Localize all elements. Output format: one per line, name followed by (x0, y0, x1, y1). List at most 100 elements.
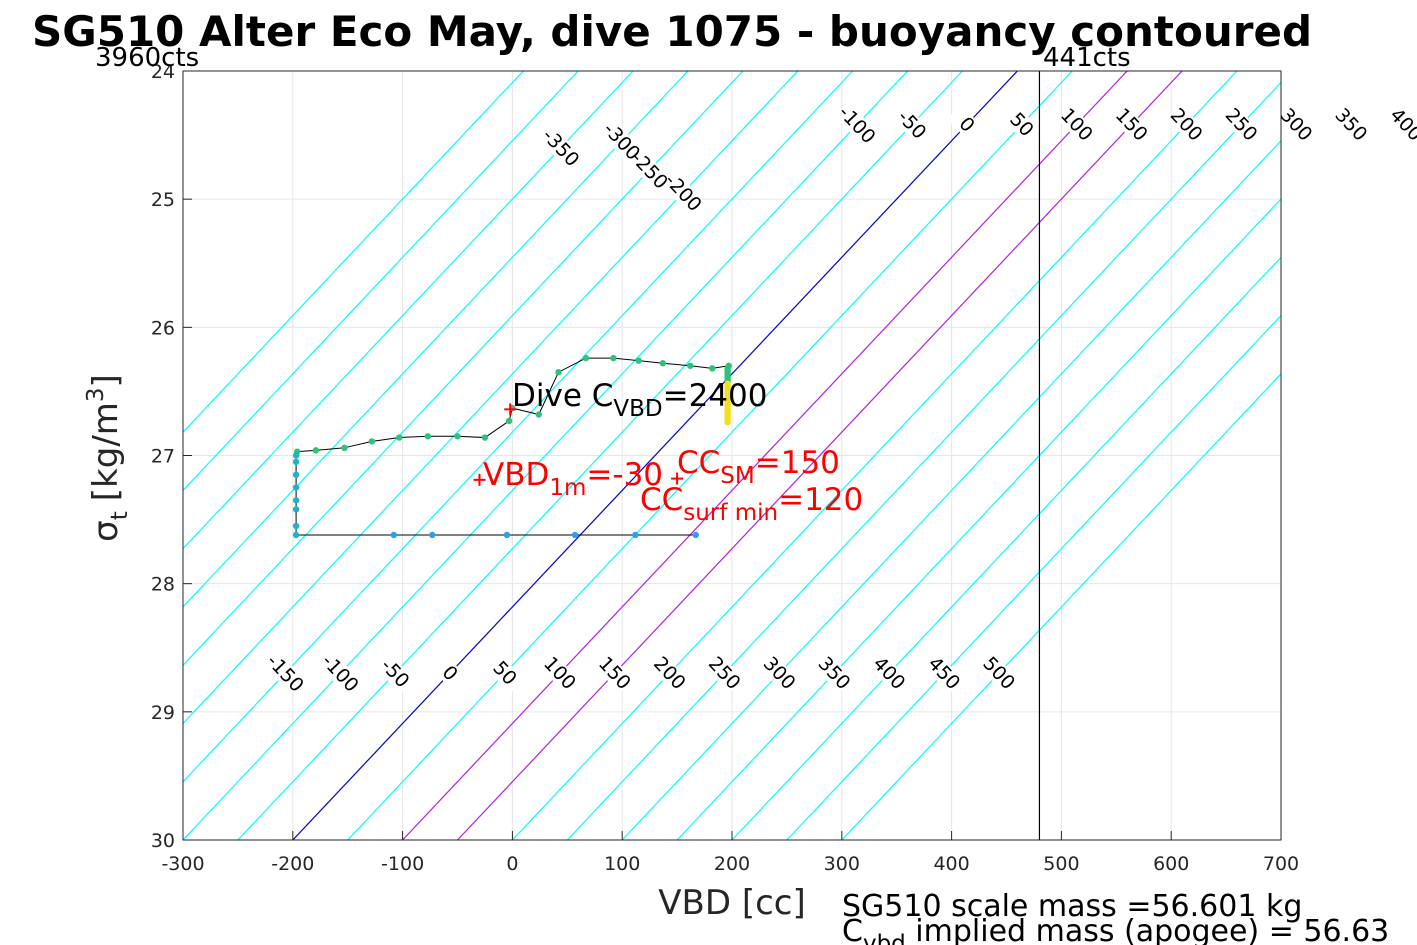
track-point (659, 360, 667, 367)
contour-line (841, 372, 1281, 840)
y-axis-label-unit: [kg/m (86, 402, 126, 501)
track-point (632, 531, 639, 539)
contour-line (183, 71, 854, 783)
contour-line (347, 71, 1073, 840)
y-axis-ticks: 24 25 26 27 28 29 30 (151, 61, 192, 852)
cc-surf-text: CC (640, 482, 683, 518)
track-point (582, 354, 590, 362)
track-point (312, 447, 320, 454)
x-tick-label: 300 (824, 853, 860, 875)
y-tick-label: 27 (151, 446, 175, 468)
implied-mass-sub: vbd (863, 931, 906, 945)
x-tick-label: -100 (381, 853, 424, 875)
plot-area: -350 -300-250-200-100 -50 0 50 100 150 200 250 30… (182, 70, 1417, 841)
contour-line (621, 139, 1281, 840)
contour-line (183, 71, 908, 840)
contour-line (183, 71, 744, 667)
implied-mass-text: Cvbd implied mass (apogee) = 56.63 (842, 914, 1389, 945)
dive-cvbd-value: =2400 (663, 378, 768, 414)
apogee-point (724, 418, 731, 426)
contour-label-bg (704, 653, 744, 694)
contour-label-bg (430, 653, 470, 694)
chart-title: SG510 Alter Eco May, dive 1075 - buoyanc… (32, 7, 1312, 56)
cc-surf-sub: surf min (683, 500, 778, 526)
x-tick-label: 700 (1263, 853, 1299, 875)
vbd-1m-annotation: VBD1m=-30 (483, 457, 663, 501)
contour-label-bg (869, 653, 909, 694)
contour-label-bg (265, 653, 305, 694)
contour-label-bg (375, 653, 415, 694)
track-point (454, 433, 461, 440)
y-tick-label: 26 (151, 317, 175, 339)
cc-surf-value: =120 (778, 482, 863, 518)
vbd-1m-sub: 1m (549, 475, 586, 501)
track-point (424, 433, 432, 440)
contour-lines (183, 71, 1281, 840)
track-point (292, 452, 300, 459)
track-point (503, 531, 511, 539)
y-axis-label-sigma: σ (86, 520, 126, 542)
scale-mass-text: SG510 scale mass =56.601 kg (842, 889, 1302, 924)
track-point (692, 531, 699, 539)
contour-label-bg (837, 104, 877, 145)
contour-label-bg (1001, 104, 1042, 145)
y-tick-label: 25 (151, 189, 175, 211)
track-point (292, 531, 300, 539)
track-point (368, 438, 376, 445)
dive-cvbd-text: Dive C (512, 378, 613, 414)
contour-label: 350 (1330, 104, 1371, 145)
x-tick-label: 0 (506, 853, 518, 875)
track-point (292, 522, 300, 530)
y-axis-label: σt [kg/m3] (83, 374, 133, 542)
contour-line (511, 71, 1238, 840)
y-tick-label: 24 (151, 61, 175, 83)
contour-label: 300 (1276, 104, 1317, 145)
contour-label-bg (814, 653, 854, 694)
contour-line (183, 71, 524, 433)
contour-line (183, 71, 689, 608)
top-right-count-label: 441cts (1043, 43, 1131, 73)
x-tick-label: 400 (933, 853, 969, 875)
contour-label: 400 (1385, 104, 1417, 145)
contour-line (402, 71, 1128, 840)
contour-label-bg (892, 104, 932, 145)
y-tick-label: 29 (151, 702, 175, 724)
track-point (292, 471, 300, 478)
track-point (341, 444, 348, 452)
contour-label-bg (1166, 104, 1206, 145)
dive-track (292, 354, 732, 539)
top-left-count-label: 3960cts (95, 43, 199, 73)
contour-label-bg (601, 121, 642, 162)
contour-label-bg (947, 104, 987, 145)
contour-label-bg (1056, 104, 1097, 145)
cc-sm-text: CC (677, 445, 720, 481)
x-tick-label: 200 (714, 853, 750, 875)
contour-label-bg (649, 653, 690, 694)
contour-label-bg (320, 653, 360, 694)
contour-label-bg (1111, 104, 1151, 145)
contour-line (237, 71, 963, 840)
contour-label-bg (979, 653, 1019, 694)
x-tick-label: -300 (161, 853, 204, 875)
contour-label-bg (663, 172, 703, 213)
contour-label-bg (539, 653, 580, 694)
track-point (687, 362, 694, 369)
contour-line (183, 71, 634, 550)
track-point (610, 354, 617, 362)
contour-label-bg (1221, 104, 1261, 145)
cc-sm-annotation: CCSM=150 (677, 445, 840, 489)
contour-line (183, 71, 579, 492)
contour-label-bg (540, 127, 581, 168)
track-point (292, 506, 300, 513)
contour-line (292, 71, 1018, 840)
track-point (292, 497, 300, 504)
contour-label-bg (629, 150, 669, 191)
contour-label-bg (759, 653, 799, 694)
x-axis-label: VBD [cc] (658, 883, 806, 923)
track-point (481, 434, 489, 441)
y-tick-label: 30 (151, 830, 175, 852)
vbd-1m-text: VBD (483, 457, 549, 493)
contour-label-bg (1386, 104, 1417, 145)
track-point (555, 368, 562, 376)
